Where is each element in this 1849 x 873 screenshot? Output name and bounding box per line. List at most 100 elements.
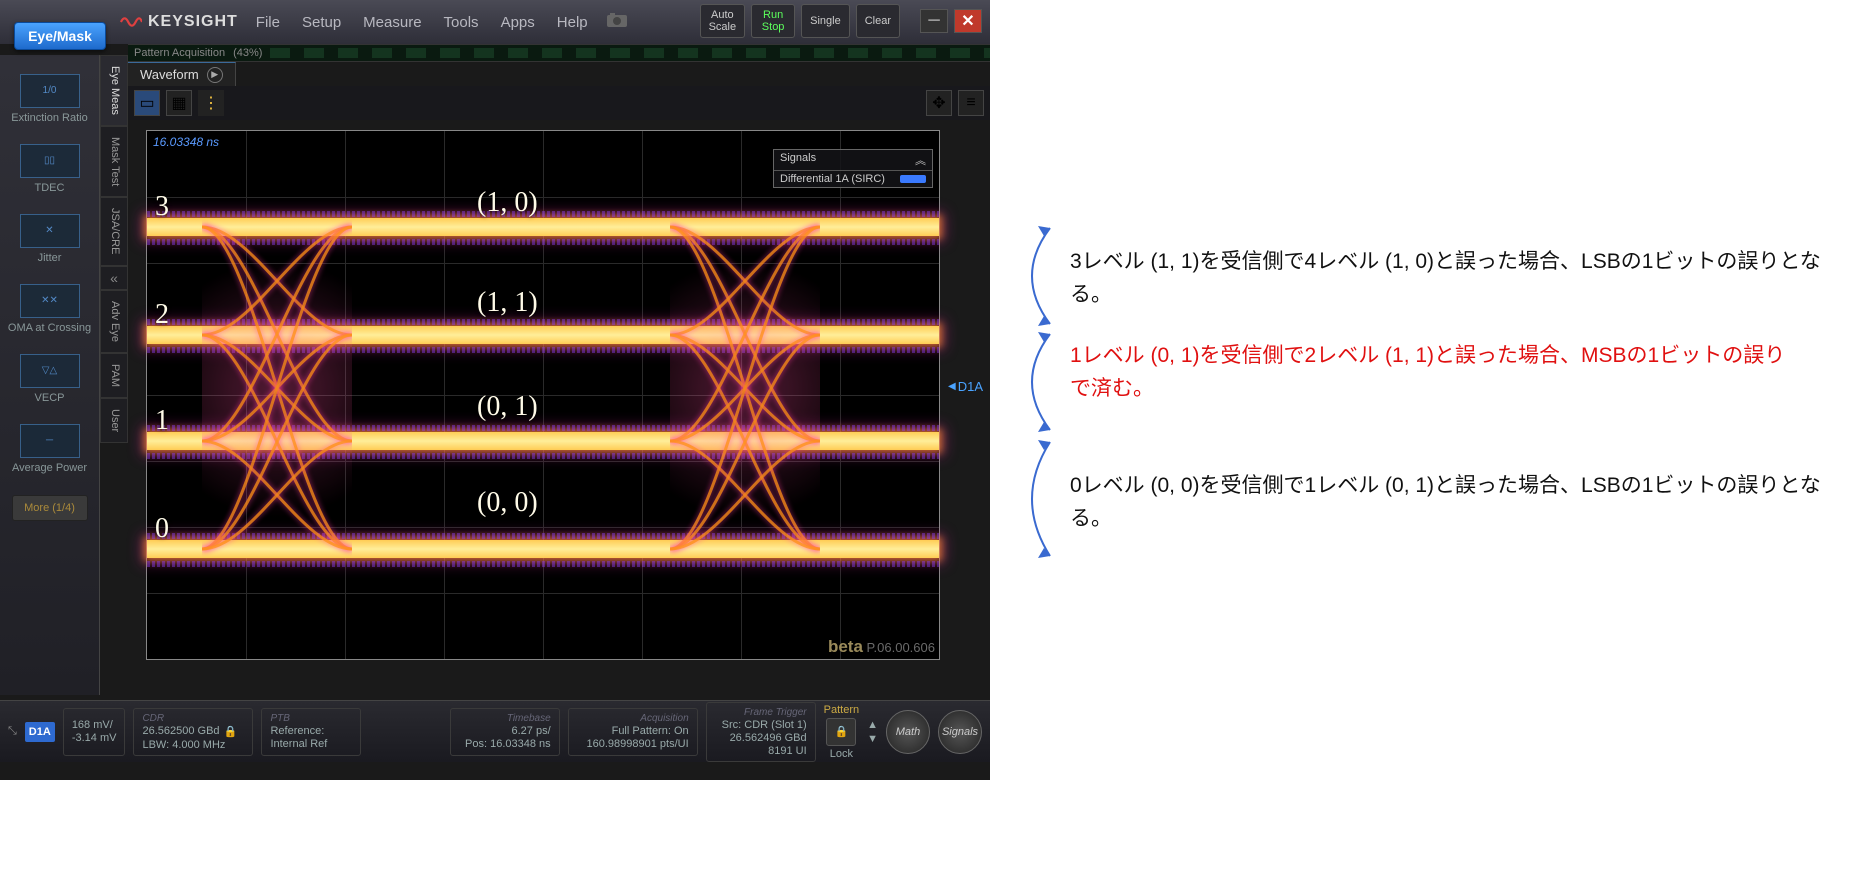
cdr-lbw: LBW: 4.000 MHz xyxy=(142,739,244,751)
ptb-l2: Internal Ref xyxy=(270,738,352,750)
menu-file[interactable]: File xyxy=(256,14,280,31)
run-l2: Stop xyxy=(762,21,785,33)
menu-measure[interactable]: Measure xyxy=(363,14,421,31)
menu-tools[interactable]: Tools xyxy=(444,14,479,31)
eye-mask-button[interactable]: Eye/Mask xyxy=(14,22,106,50)
cdr-panel[interactable]: CDR 26.562500 GBd 🔒 LBW: 4.000 MHz xyxy=(133,708,253,756)
pan-icon[interactable]: ✥ xyxy=(926,90,952,116)
layout-single-icon[interactable]: ▭ xyxy=(134,90,160,116)
clear-button[interactable]: Clear xyxy=(856,4,900,38)
ch-offset: -3.14 mV xyxy=(72,732,117,744)
run-stop-button[interactable]: Run Stop xyxy=(751,4,795,38)
menu-apps[interactable]: Apps xyxy=(501,14,535,31)
brand-text: KEYSIGHT xyxy=(148,13,238,31)
signal-name: Differential 1A (SIRC) xyxy=(780,173,885,185)
level-label-1: 1 xyxy=(155,405,169,437)
auto-scale-l1: Auto xyxy=(711,9,734,21)
channel-scale-panel[interactable]: 168 mV/ -3.14 mV xyxy=(63,708,126,756)
level-label-3: 3 xyxy=(155,191,169,223)
keysight-logo-icon xyxy=(120,13,142,31)
meas-label: TDEC xyxy=(35,182,65,194)
collapse-icon[interactable]: « xyxy=(100,266,128,290)
cdr-rate: 26.562500 GBd xyxy=(142,725,219,737)
ft-l3: 8191 UI xyxy=(715,745,807,757)
tb-l1: 6.27 ps/ xyxy=(459,725,551,737)
signals-legend[interactable]: Signals ︽ Differential 1A (SIRC) xyxy=(773,149,933,188)
pattern-label: Pattern xyxy=(824,704,859,716)
ptb-panel[interactable]: PTB Reference: Internal Ref xyxy=(261,708,361,756)
eye-label-2: (0, 1) xyxy=(477,391,538,423)
vtab-mask-test[interactable]: Mask Test xyxy=(100,126,128,197)
extinction-ratio-icon: 1/0 xyxy=(20,74,80,108)
pattern-acquisition-strip: Pattern Acquisition (43%) xyxy=(128,44,990,62)
cdr-title: CDR xyxy=(142,713,244,724)
vertical-tabs: Eye Meas Mask Test JSA/CRE « Adv Eye PAM… xyxy=(100,55,128,675)
vtab-jsa-cre[interactable]: JSA/CRE xyxy=(100,197,128,265)
channel-d1a-marker: D1A xyxy=(948,379,983,394)
meas-tdec[interactable]: ▯▯ TDEC xyxy=(8,137,92,201)
waveform-tab-label: Waveform xyxy=(140,67,199,82)
expand-icon[interactable]: ⤡ xyxy=(8,725,17,738)
beta-label: beta xyxy=(828,637,863,656)
meas-average-power[interactable]: ─ Average Power xyxy=(8,417,92,481)
ptb-title: PTB xyxy=(270,713,352,724)
updown-stepper[interactable]: ▲ ▼ xyxy=(867,719,878,745)
tb-title: Timebase xyxy=(459,713,551,724)
meas-label: VECP xyxy=(35,392,65,404)
annotation-arrow-3-icon xyxy=(1000,436,1060,562)
menu-help[interactable]: Help xyxy=(557,14,588,31)
more-measurements-button[interactable]: More (1/4) xyxy=(12,495,88,521)
marker-icon[interactable]: ⋮ xyxy=(198,90,224,116)
pattern-lock-icon: 🔒 xyxy=(826,718,856,746)
vtab-adv-eye[interactable]: Adv Eye xyxy=(100,290,128,353)
layout-grid-icon[interactable]: ▦ xyxy=(166,90,192,116)
signals-button[interactable]: Signals xyxy=(938,710,982,754)
tdec-icon: ▯▯ xyxy=(20,144,80,178)
play-icon[interactable]: ▶ xyxy=(207,67,223,83)
top-right-controls: Auto Scale Run Stop Single Clear ─ ✕ xyxy=(700,4,982,38)
meas-vecp[interactable]: ▽△ VECP xyxy=(8,347,92,411)
eye-label-1: (1, 1) xyxy=(477,287,538,319)
vtab-eye-meas[interactable]: Eye Meas xyxy=(100,55,128,126)
run-l1: Run xyxy=(763,9,783,21)
meas-extinction-ratio[interactable]: 1/0 Extinction Ratio xyxy=(8,67,92,131)
menu-setup[interactable]: Setup xyxy=(302,14,341,31)
lock-icon: 🔒 xyxy=(224,725,238,738)
acq-title: Acquisition xyxy=(577,713,689,724)
tb-l2: Pos: 16.03348 ns xyxy=(459,738,551,750)
average-power-icon: ─ xyxy=(20,424,80,458)
single-button[interactable]: Single xyxy=(801,4,850,38)
camera-icon[interactable] xyxy=(606,12,628,33)
ft-l2: 26.562496 GBd xyxy=(715,732,807,744)
math-button[interactable]: Math xyxy=(886,710,930,754)
waveform-tab[interactable]: Waveform ▶ xyxy=(128,62,236,86)
meas-oma-crossing[interactable]: ✕✕ OMA at Crossing xyxy=(8,277,92,341)
auto-scale-l2: Scale xyxy=(709,21,737,33)
menu-icon[interactable]: ≡ xyxy=(958,90,984,116)
acquisition-panel[interactable]: Acquisition Full Pattern: On 160.9899890… xyxy=(568,708,698,756)
pattern-acq-label: Pattern Acquisition xyxy=(134,44,225,62)
frame-trigger-panel[interactable]: Frame Trigger Src: CDR (Slot 1) 26.56249… xyxy=(706,702,816,762)
annotation-text-2: 1レベル (0, 1)を受信側で2レベル (1, 1)と誤った場合、MSBの1ビ… xyxy=(1070,340,1790,405)
pattern-lock-panel[interactable]: Pattern 🔒 Lock xyxy=(824,704,859,760)
meas-label: OMA at Crossing xyxy=(8,322,91,334)
acq-l2: 160.98998901 pts/UI xyxy=(577,738,689,750)
lock-label: Lock xyxy=(830,748,853,760)
signal-color-swatch-icon xyxy=(900,175,926,183)
channel-chip[interactable]: D1A xyxy=(25,722,55,742)
vtab-user[interactable]: User xyxy=(100,398,128,443)
acq-l1: Full Pattern: On xyxy=(577,725,689,737)
window-close-button[interactable]: ✕ xyxy=(954,9,982,33)
window-minimize-button[interactable]: ─ xyxy=(920,9,948,33)
chevron-up-icon[interactable]: ▲ xyxy=(867,719,878,731)
measurements-sidebar: 1/0 Extinction Ratio ▯▯ TDEC ✕ Jitter ✕✕… xyxy=(0,55,100,695)
timebase-panel[interactable]: Timebase 6.27 ps/ Pos: 16.03348 ns xyxy=(450,708,560,756)
menu-items: File Setup Measure Tools Apps Help xyxy=(256,14,588,31)
chevron-up-icon[interactable]: ︽ xyxy=(915,152,926,168)
annotation-arrow-1-icon xyxy=(1000,222,1060,330)
vtab-pam[interactable]: PAM xyxy=(100,353,128,398)
auto-scale-button[interactable]: Auto Scale xyxy=(700,4,746,38)
chevron-down-icon[interactable]: ▼ xyxy=(867,733,878,745)
eye-label-3: (0, 0) xyxy=(477,487,538,519)
meas-jitter[interactable]: ✕ Jitter xyxy=(8,207,92,271)
